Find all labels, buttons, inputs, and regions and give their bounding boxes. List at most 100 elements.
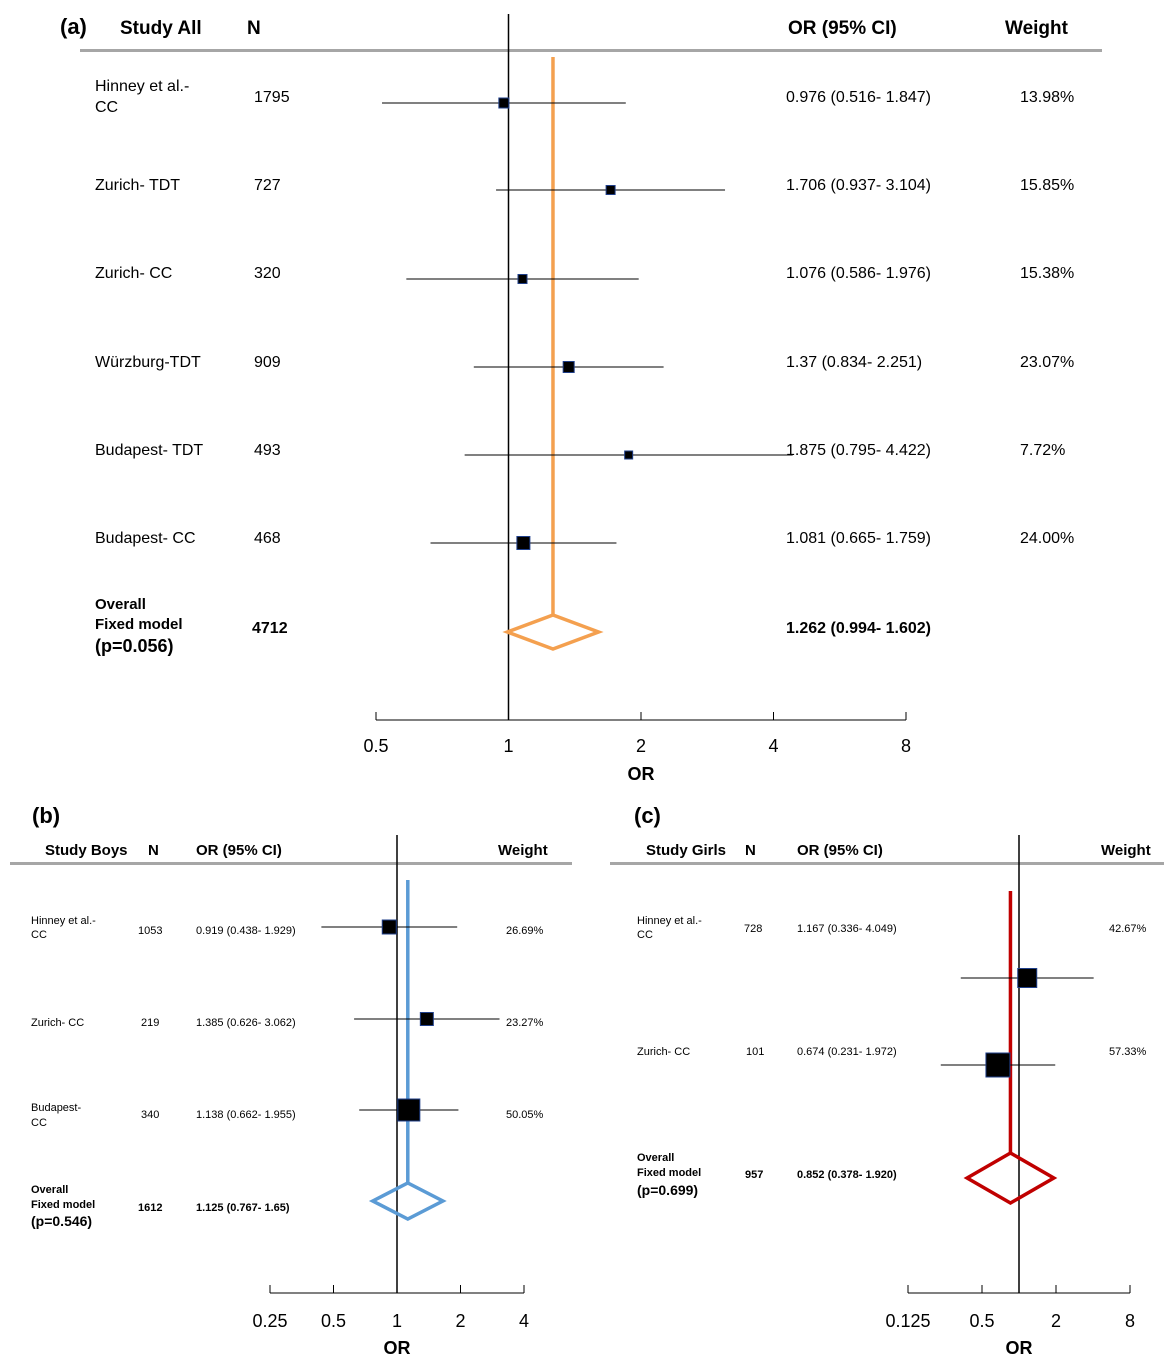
study-or-ci: 1.076 (0.586- 1.976): [786, 265, 931, 282]
header-or-ci: OR (95% CI): [797, 842, 883, 859]
study-or-ci: 1.167 (0.336- 4.049): [797, 923, 897, 935]
study-name-line: Zurich- TDT: [95, 177, 180, 194]
header-study: Study Boys: [45, 842, 128, 859]
x-tick-label: 1: [503, 736, 513, 756]
header-weight: Weight: [1101, 842, 1151, 859]
study-n: 320: [254, 265, 281, 282]
study-or-ci: 1.37 (0.834- 2.251): [786, 354, 922, 371]
study-name-line: Zurich- CC: [95, 265, 172, 282]
study-row: Budapest- CC 340 1.138 (0.662- 1.955) 50…: [31, 1102, 544, 1129]
point-estimate-marker: [419, 1012, 434, 1026]
x-tick-label: 0.125: [885, 1311, 930, 1331]
header-or-ci: OR (95% CI): [196, 842, 282, 859]
x-tick-label: 8: [901, 736, 911, 756]
x-tick-label: 2: [455, 1311, 465, 1331]
overall-label-line: (p=0.056): [95, 636, 174, 656]
study-n: 1053: [138, 925, 162, 937]
study-n: 340: [141, 1109, 159, 1121]
study-name-line: Budapest- TDT: [95, 442, 203, 459]
x-axis-label: OR: [628, 764, 655, 784]
x-tick-label: 2: [636, 736, 646, 756]
overall-label-line: Overall: [95, 596, 146, 613]
overall-label-line: Overall: [637, 1152, 674, 1164]
study-or-ci: 1.138 (0.662- 1.955): [196, 1109, 296, 1121]
study-row: Zurich- CC 320 1.076 (0.586- 1.976) 15.3…: [95, 265, 1074, 282]
study-weight: 15.38%: [1020, 265, 1074, 282]
overall-or-ci: 0.852 (0.378- 1.920): [797, 1169, 897, 1181]
study-weight: 24.00%: [1020, 530, 1074, 547]
header-rule: [10, 862, 572, 865]
study-n: 101: [746, 1046, 764, 1058]
study-name-line: Hinney et al.-: [637, 915, 702, 927]
study-weight: 23.07%: [1020, 354, 1074, 371]
study-name: Budapest- CC: [31, 1102, 84, 1129]
point-estimate-marker: [498, 97, 510, 109]
study-name: Zurich- CC: [637, 1046, 690, 1058]
overall-label-line: Overall: [31, 1184, 68, 1196]
study-n: 728: [744, 923, 762, 935]
study-name: Budapest- TDT: [95, 442, 203, 459]
study-or-ci: 1.875 (0.795- 4.422): [786, 442, 931, 459]
study-row: Zurich- CC 101 0.674 (0.231- 1.972) 57.3…: [637, 1046, 1147, 1058]
overall-n: 957: [745, 1169, 763, 1181]
study-n: 468: [254, 530, 281, 547]
plot-area: 0.5 1 2 4 8: [363, 14, 911, 756]
x-tick-label: 4: [519, 1311, 529, 1331]
header-rule: [610, 862, 1164, 865]
x-axis-label: OR: [384, 1338, 411, 1357]
x-tick-label: 0.25: [252, 1311, 287, 1331]
point-estimate-marker: [397, 1098, 421, 1122]
study-row: Zurich- CC 219 1.385 (0.626- 3.062) 23.2…: [31, 1017, 544, 1029]
overall-label-line: Fixed model: [637, 1167, 701, 1179]
study-name: Zurich- CC: [31, 1017, 84, 1029]
panel-c: (c) Study Girls N OR (95% CI) Weight Hin…: [610, 803, 1164, 1357]
study-name-line: Zurich- CC: [31, 1017, 84, 1029]
study-name-line: Budapest-: [31, 1102, 81, 1114]
study-name-line: Budapest- CC: [95, 530, 196, 547]
panel-b: (b) Study Boys N OR (95% CI) Weight Hinn…: [10, 803, 572, 1357]
x-tick-label: 0.5: [363, 736, 388, 756]
study-weight: 7.72%: [1020, 442, 1065, 459]
overall-or-ci: 1.125 (0.767- 1.65): [196, 1202, 290, 1214]
header-weight: Weight: [1005, 18, 1069, 39]
header-n: N: [247, 18, 261, 39]
overall-n: 1612: [138, 1202, 162, 1214]
header-weight: Weight: [498, 842, 548, 859]
study-row: Hinney et al.- CC 1053 0.919 (0.438- 1.9…: [31, 915, 544, 941]
study-n: 493: [254, 442, 281, 459]
plot-area: 0.25 0.5 1 2 4: [252, 835, 529, 1331]
study-row: Würzburg-TDT 909 1.37 (0.834- 2.251) 23.…: [95, 354, 1074, 371]
study-weight: 23.27%: [506, 1017, 544, 1029]
study-weight: 50.05%: [506, 1109, 544, 1121]
study-row: Hinney et al.- CC 1795 0.976 (0.516- 1.8…: [95, 78, 1074, 116]
study-name: Würzburg-TDT: [95, 354, 201, 371]
plot-area: 0.125 0.5 2 8: [885, 835, 1135, 1331]
overall-label-line: Fixed model: [31, 1199, 95, 1211]
point-estimate-marker: [624, 450, 634, 460]
study-row: Zurich- TDT 727 1.706 (0.937- 3.104) 15.…: [95, 177, 1074, 194]
header-n: N: [745, 842, 756, 859]
study-weight: 42.67%: [1109, 923, 1147, 935]
overall-label: Overall Fixed model (p=0.699): [637, 1148, 706, 1198]
study-name-line: CC: [637, 929, 653, 941]
header-study: Study All: [120, 18, 202, 39]
study-n: 1795: [254, 89, 290, 106]
study-row: Hinney et al.- CC 728 1.167 (0.336- 4.04…: [637, 915, 1147, 941]
overall-label-line: Fixed model: [95, 616, 183, 633]
study-name: Budapest- CC: [95, 530, 196, 547]
overall-diamond: [368, 1181, 447, 1221]
study-n: 909: [254, 354, 281, 371]
study-name: Hinney et al.- CC: [95, 78, 194, 116]
study-n: 727: [254, 177, 281, 194]
point-estimate-marker: [381, 919, 397, 935]
study-or-ci: 0.919 (0.438- 1.929): [196, 925, 296, 937]
x-tick-label: 8: [1125, 1311, 1135, 1331]
study-or-ci: 1.081 (0.665- 1.759): [786, 530, 931, 547]
study-name-line: CC: [95, 99, 118, 116]
x-axis-label: OR: [1006, 1338, 1033, 1357]
study-or-ci: 0.976 (0.516- 1.847): [786, 89, 931, 106]
study-name-line: Hinney et al.-: [31, 915, 96, 927]
study-weight: 15.85%: [1020, 177, 1074, 194]
point-estimate-marker: [516, 536, 531, 550]
